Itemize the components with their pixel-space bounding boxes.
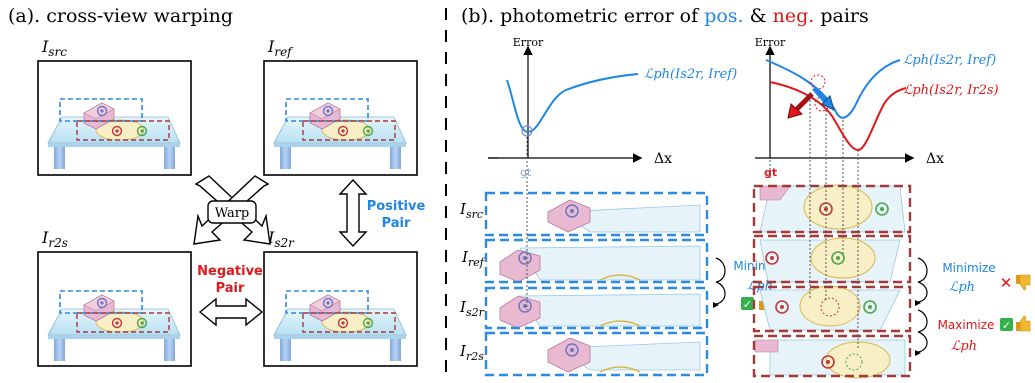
right-curly-arrow-2 bbox=[917, 309, 928, 353]
right-cross-icon: ✕ bbox=[1000, 274, 1013, 292]
crop-right-1-box bbox=[752, 184, 912, 234]
left-gt-label: gt bbox=[520, 166, 532, 179]
crop-s2r-box bbox=[484, 286, 709, 330]
label-ir2s: Ir2s bbox=[41, 228, 68, 250]
right-curly-head-2 bbox=[915, 350, 921, 356]
positive-pair-label-2: Pair bbox=[382, 216, 411, 231]
panel-b-title: (b). photometric error of pos. & neg. pa… bbox=[461, 5, 869, 27]
row-labels: Isrc Iref Is2r Ir2s bbox=[459, 200, 486, 363]
negative-pair-arrow bbox=[198, 297, 264, 327]
row-label-ref: Iref bbox=[461, 248, 486, 269]
row-label-r2s: Ir2s bbox=[459, 342, 484, 363]
right-thumbs-up-icon bbox=[1016, 315, 1031, 332]
negative-pair-label-2: Pair bbox=[216, 281, 245, 296]
right-gt-label: gt bbox=[764, 166, 777, 179]
right-guides bbox=[769, 92, 859, 350]
crop-r2s-box bbox=[484, 331, 709, 377]
left-min-marker bbox=[521, 125, 533, 137]
label-is2r: Is2r bbox=[267, 228, 295, 250]
left-curve-pos bbox=[506, 73, 639, 134]
left-curve-label: ℒph(Is2r, Iref) bbox=[644, 67, 737, 82]
left-curly-head bbox=[713, 302, 719, 308]
crop-right-3-box bbox=[752, 285, 912, 333]
right-marker-top bbox=[810, 74, 826, 90]
right-check-icon bbox=[1000, 318, 1013, 331]
positive-pair-arrow bbox=[338, 178, 368, 248]
left-curly-arrow bbox=[715, 257, 726, 305]
label-isrc: Isrc bbox=[41, 37, 67, 59]
right-y-axis-label: Error bbox=[755, 36, 786, 49]
right-check-glyph: ✓ bbox=[1002, 319, 1011, 332]
row-label-s2r: Is2r bbox=[459, 298, 485, 319]
positive-pair-label-1: Positive bbox=[367, 199, 426, 214]
right-minimize-lph: ℒph bbox=[949, 280, 975, 295]
row-label-src: Isrc bbox=[459, 200, 483, 221]
left-crop-stack bbox=[484, 191, 709, 377]
crop-src-box bbox=[484, 191, 709, 237]
right-curly-head-1 bbox=[915, 300, 921, 306]
negative-pair-label-1: Negative bbox=[197, 264, 263, 279]
right-crop-stack bbox=[752, 184, 912, 379]
crop-ref-box bbox=[484, 238, 709, 284]
right-maximize-lph: ℒph bbox=[951, 339, 977, 354]
left-check-glyph: ✓ bbox=[743, 298, 752, 311]
warp-box bbox=[207, 200, 257, 224]
warp-label: Warp bbox=[215, 206, 250, 221]
right-curve-neg bbox=[769, 81, 907, 152]
left-y-axis-label: Error bbox=[513, 36, 544, 49]
red-arrow-head bbox=[787, 103, 804, 119]
right-thumbs-down-icon bbox=[1016, 274, 1031, 291]
crop-right-2-box bbox=[752, 234, 912, 284]
left-x-axis-label: Δx bbox=[654, 151, 672, 167]
right-curve-label-blue: ℒph(Is2r, Iref) bbox=[903, 53, 996, 68]
crop-right-4-box bbox=[752, 334, 912, 378]
right-curve-label-red: ℒph(Is2r, Ir2s) bbox=[903, 83, 999, 98]
label-iref: Iref bbox=[267, 37, 294, 59]
right-maximize-label: Maximize bbox=[938, 318, 995, 332]
right-curve-pos bbox=[765, 59, 901, 119]
left-check-icon bbox=[741, 297, 754, 310]
right-minimize-label: Minimize bbox=[942, 261, 995, 275]
blue-arrow-head bbox=[821, 95, 835, 111]
panel-a-title: (a). cross-view warping bbox=[8, 5, 233, 27]
right-curly-arrow-1 bbox=[917, 257, 928, 303]
right-x-axis-label: Δx bbox=[926, 151, 944, 167]
